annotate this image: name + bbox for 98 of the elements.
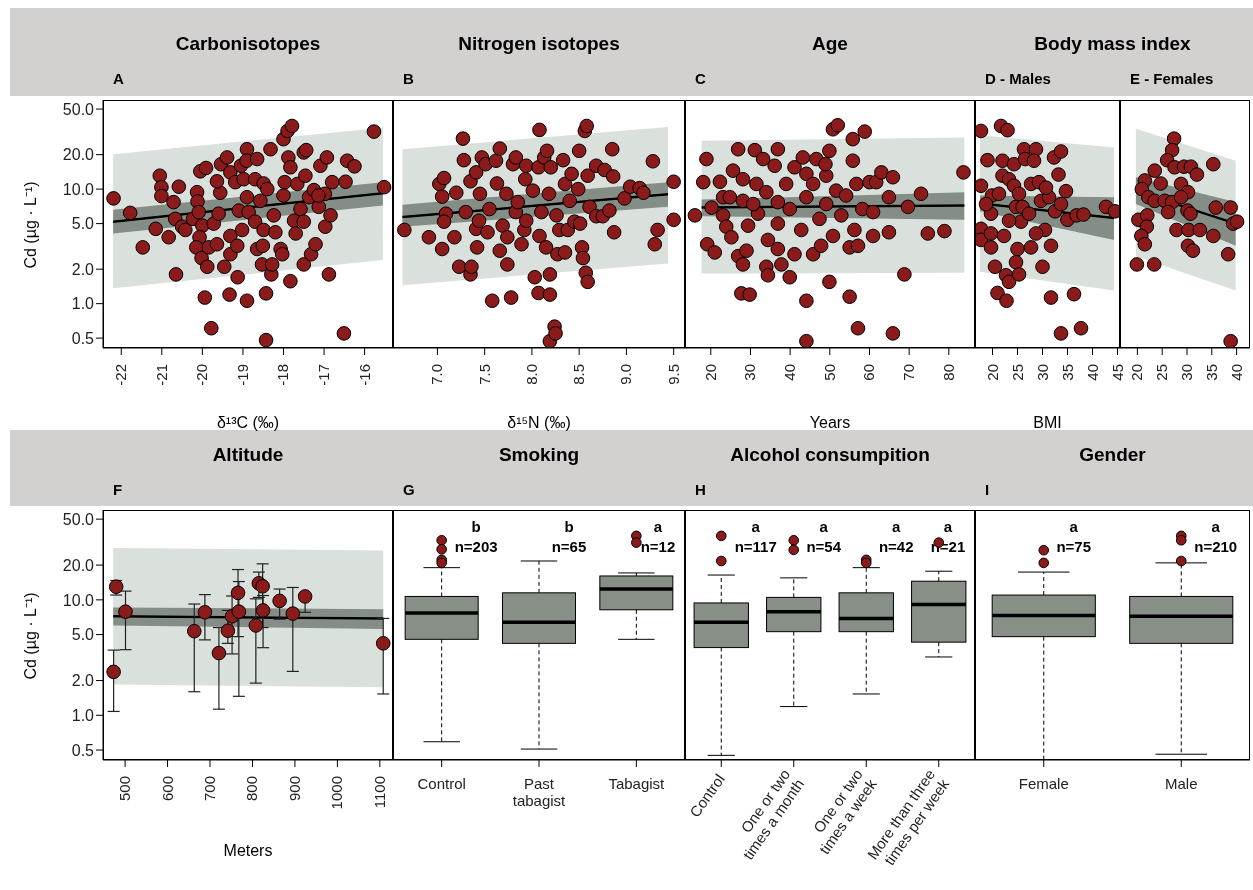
x-tick-label: 9.5 bbox=[664, 364, 682, 385]
annotation: a bbox=[942, 518, 954, 536]
annotation: n=75 bbox=[1055, 538, 1093, 556]
x-axis-title: δ¹³C (‰) bbox=[215, 414, 281, 432]
y-tick-label: 50.0 bbox=[62, 100, 95, 118]
y-axis-title: Cd (µg · L⁻¹) bbox=[21, 180, 40, 271]
x-tick-label: 600 bbox=[158, 776, 176, 802]
chart-subtitle: C bbox=[695, 70, 706, 87]
annotation: n=203 bbox=[453, 538, 499, 556]
chart-subtitle: H bbox=[695, 481, 706, 498]
x-tick-label: 800 bbox=[243, 776, 261, 802]
x-tick-label: 8.0 bbox=[522, 364, 540, 385]
annotation: a bbox=[818, 518, 829, 536]
y-tick-label: 5.0 bbox=[71, 626, 95, 644]
annotation: n=54 bbox=[805, 538, 843, 556]
x-tick-label: 30 bbox=[741, 364, 759, 381]
x-tick-label: 1000 bbox=[328, 776, 346, 810]
chart-title: Carbonisotopes bbox=[174, 33, 322, 55]
x-tick-label: 900 bbox=[285, 776, 303, 802]
x-tick-label: Control bbox=[417, 775, 466, 792]
x-tick-label: -16 bbox=[355, 364, 373, 386]
x-tick-label: 80 bbox=[939, 364, 957, 381]
x-tick-label: 70 bbox=[900, 364, 918, 381]
x-tick-label: 25 bbox=[1008, 364, 1026, 381]
x-tick-label: 45 bbox=[1108, 364, 1126, 381]
x-tick-label: Female bbox=[1018, 775, 1069, 792]
x-axis-title: Meters bbox=[222, 842, 274, 860]
y-tick-label: 1.0 bbox=[71, 706, 95, 724]
y-tick-label: 50.0 bbox=[62, 510, 95, 528]
x-tick-label: -21 bbox=[152, 364, 170, 386]
x-tick-label: 30 bbox=[1033, 364, 1051, 381]
annotation: n=117 bbox=[733, 538, 778, 556]
x-tick-label: 50 bbox=[820, 364, 838, 381]
annotation: a bbox=[652, 518, 664, 536]
x-tick-label: 25 bbox=[1153, 364, 1171, 381]
chart-subtitle: B bbox=[403, 70, 414, 87]
annotation: a bbox=[891, 518, 902, 536]
annotation: n=12 bbox=[639, 538, 677, 556]
annotation: n=210 bbox=[1193, 538, 1239, 556]
chart-title: Altitude bbox=[211, 444, 285, 466]
x-tick-label: Male bbox=[1164, 775, 1198, 792]
chart-subtitle: A bbox=[113, 70, 124, 87]
x-tick-label: -20 bbox=[193, 364, 211, 386]
chart-subtitle: E - Females bbox=[1130, 70, 1214, 87]
x-tick-label: 7.5 bbox=[475, 364, 493, 385]
chart-subtitle: F bbox=[113, 481, 123, 498]
x-tick-label: 40 bbox=[781, 364, 799, 381]
x-tick-label: 40 bbox=[1083, 364, 1101, 381]
x-tick-label: -18 bbox=[274, 364, 292, 386]
x-tick-label: 700 bbox=[201, 776, 218, 802]
x-tick-label: Tabagist bbox=[608, 775, 666, 792]
y-tick-label: 2.0 bbox=[71, 260, 95, 278]
y-tick-label: 20.0 bbox=[62, 556, 95, 574]
x-tick-label: 20 bbox=[983, 364, 1001, 381]
annotation: b bbox=[563, 518, 575, 536]
x-axis-title: Years bbox=[808, 414, 852, 432]
x-tick-label: Past tabagist bbox=[512, 775, 567, 809]
y-tick-label: 0.5 bbox=[71, 329, 95, 347]
y-tick-label: 20.0 bbox=[62, 146, 95, 164]
x-tick-label: 8.5 bbox=[570, 364, 588, 385]
chart-title: Smoking bbox=[497, 444, 581, 466]
y-tick-label: 5.0 bbox=[71, 215, 95, 233]
chart-title: Gender bbox=[1078, 444, 1147, 466]
chart-subtitle: I bbox=[985, 481, 990, 498]
x-tick-label: 40 bbox=[1227, 364, 1245, 381]
y-tick-label: 0.5 bbox=[71, 741, 95, 759]
y-tick-label: 1.0 bbox=[71, 295, 95, 313]
annotation: b bbox=[470, 518, 482, 536]
chart-title: Age bbox=[811, 33, 849, 55]
chart-title: Body mass index bbox=[1033, 33, 1192, 55]
annotation: n=65 bbox=[550, 538, 588, 556]
x-tick-label: -17 bbox=[315, 364, 333, 386]
x-tick-label: 1100 bbox=[370, 776, 388, 809]
x-tick-label: -22 bbox=[112, 364, 130, 386]
x-axis-title: BMI bbox=[1032, 414, 1063, 432]
annotation: a bbox=[1068, 518, 1079, 536]
annotation: a bbox=[1210, 518, 1221, 536]
x-tick-label: 30 bbox=[1177, 364, 1195, 381]
x-tick-label: 500 bbox=[116, 776, 134, 802]
annotation: a bbox=[750, 518, 761, 536]
annotation: n=42 bbox=[877, 538, 915, 556]
x-tick-label: 20 bbox=[1128, 364, 1146, 381]
x-tick-label: -19 bbox=[233, 364, 251, 386]
y-tick-label: 10.0 bbox=[62, 180, 95, 198]
x-tick-label: 60 bbox=[860, 364, 878, 381]
x-axis-title: δ¹⁵N (‰) bbox=[506, 414, 572, 432]
y-tick-label: 10.0 bbox=[62, 591, 95, 609]
y-axis-title: Cd (µg · L⁻¹) bbox=[21, 591, 40, 682]
chart-subtitle: G bbox=[403, 481, 415, 498]
x-tick-label: 7.0 bbox=[428, 364, 446, 385]
chart-subtitle: D - Males bbox=[985, 70, 1051, 87]
x-tick-label: 9.0 bbox=[617, 364, 635, 385]
x-tick-label: 35 bbox=[1202, 364, 1220, 381]
chart-title: Alcohol consumpition bbox=[729, 444, 931, 466]
y-tick-label: 2.0 bbox=[71, 672, 95, 690]
x-tick-label: 20 bbox=[701, 364, 719, 381]
chart-title: Nitrogen isotopes bbox=[457, 33, 621, 55]
x-tick-label: 35 bbox=[1058, 364, 1076, 381]
